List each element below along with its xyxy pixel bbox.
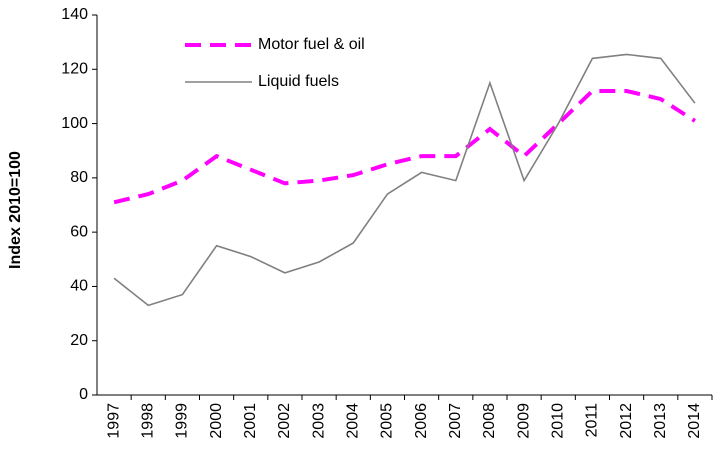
x-tick-label: 2011 [584,403,601,438]
x-tick-label: 2013 [652,403,669,439]
x-tick-label: 2004 [344,403,361,439]
x-tick-label: 2006 [413,403,430,439]
x-tick-label: 2009 [515,403,532,439]
line-series [113,53,696,307]
x-tick-label: 2000 [208,403,225,439]
x-tick-label: 2003 [310,403,327,439]
x-tick-label: 2007 [447,403,464,439]
x-tick-label: 2005 [379,403,396,439]
x-tick-label: 1997 [105,403,122,439]
y-tick-label: 120 [61,61,88,78]
x-tick-label: 1999 [174,403,191,439]
x-tick-label: 1998 [139,403,156,439]
legend-label: Motor fuel & oil [258,36,365,53]
x-tick-label: 2001 [242,403,259,439]
x-tick-label: 2012 [618,403,635,439]
y-axis-label: Index 2010=100 [7,151,24,269]
y-tick-label: 0 [79,386,88,403]
y-tick-label: 140 [61,6,88,23]
y-tick-label: 60 [70,223,88,240]
x-tick-label: 2010 [549,403,566,439]
y-tick-label: 40 [70,278,88,295]
y-tick-label: 100 [61,115,88,132]
line-series [113,89,696,205]
y-tick-label: 80 [70,169,88,186]
x-tick-label: 2014 [686,403,703,439]
x-tick-label: 2008 [481,403,498,439]
x-tick-label: 2002 [276,403,293,439]
legend-label: Liquid fuels [258,73,339,90]
y-tick-label: 20 [70,332,88,349]
